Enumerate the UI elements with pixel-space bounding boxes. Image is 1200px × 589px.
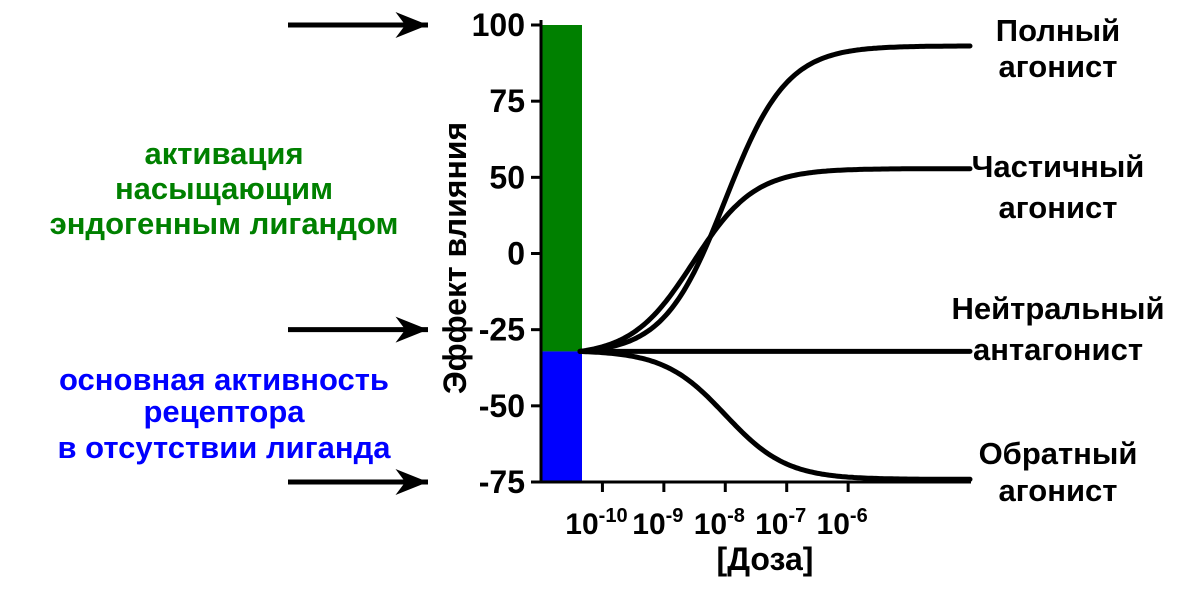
series-line: [577, 348, 973, 482]
x-axis-label: [Доза]: [717, 541, 814, 577]
series-label: агонист: [999, 49, 1118, 84]
series-label: агонист: [999, 190, 1118, 225]
series-label: антагонист: [973, 332, 1143, 367]
y-tick-label: 100: [472, 7, 525, 43]
basal-activity-annotation: рецептора: [143, 394, 305, 429]
series-label: Нейтральный: [951, 291, 1164, 326]
basal-activity-annotation: основная активность: [59, 362, 389, 397]
y-tick-label: -25: [479, 312, 525, 348]
x-tick-label: 10-9: [632, 505, 683, 541]
x-tick-label: 10-7: [755, 505, 806, 541]
series-label: агонист: [999, 473, 1118, 508]
x-tick-label: 10-6: [817, 505, 868, 541]
activation-annotation: активация: [144, 136, 303, 171]
series-label: Обратный: [979, 436, 1138, 471]
series-line: [577, 43, 973, 354]
series-label: Частичный: [972, 149, 1145, 184]
activation-bar: [541, 25, 582, 352]
series-line: [577, 166, 973, 354]
x-tick-label: 10-10: [565, 505, 627, 541]
series-label: Полный: [996, 13, 1120, 48]
y-tick-label: 0: [507, 236, 525, 272]
activation-annotation: насыщающим: [115, 171, 333, 206]
y-tick-label: -75: [479, 464, 525, 500]
y-tick-label: 75: [489, 83, 525, 119]
y-tick-label: 50: [489, 159, 525, 195]
basal-activity-annotation: в отсутствии лиганда: [58, 430, 392, 465]
x-tick-label: 10-8: [694, 505, 745, 541]
basal-activity-bar: [541, 351, 582, 482]
activation-annotation: эндогенным лигандом: [50, 206, 399, 241]
y-axis-label: Эффект влияния: [437, 122, 473, 394]
y-tick-label: -50: [479, 388, 525, 424]
